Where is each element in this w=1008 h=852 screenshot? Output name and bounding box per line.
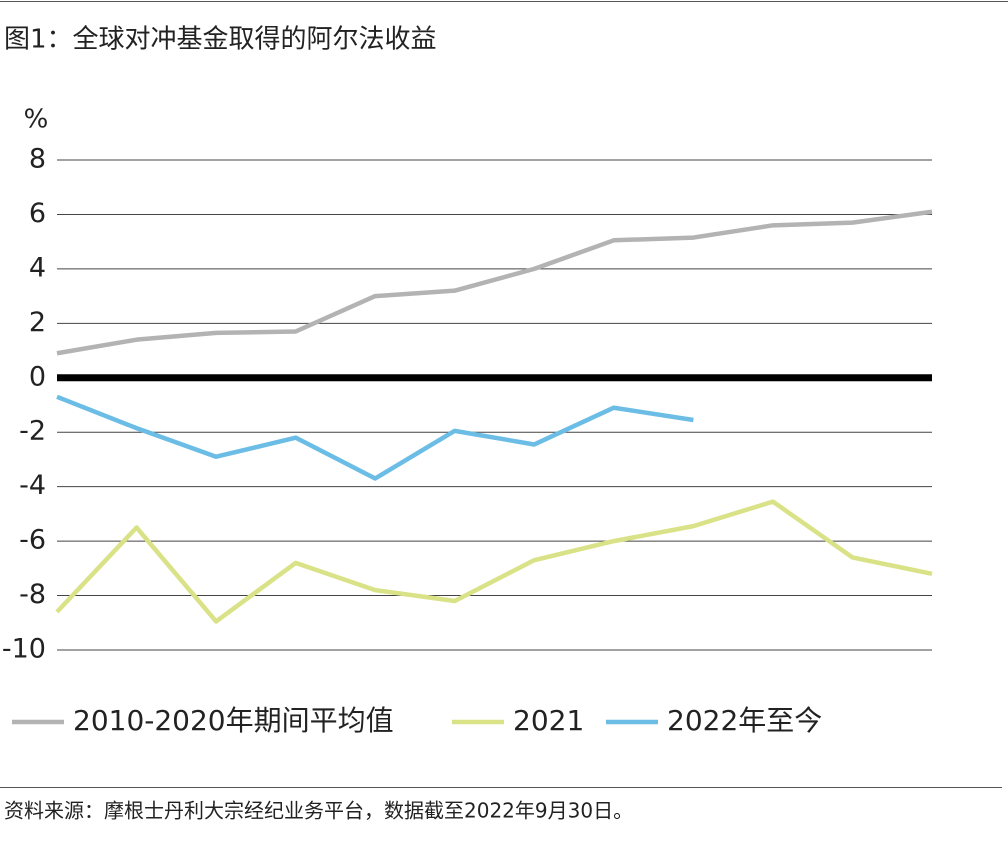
y-axis-unit: %: [24, 105, 49, 135]
y-tick-label: -10: [2, 634, 46, 665]
series-line: [55, 499, 933, 624]
y-tick-label: -4: [19, 470, 46, 501]
y-tick-label: -8: [19, 579, 46, 610]
source-note: 资料来源：摩根士丹利大宗经纪业务平台，数据截至2022年9月30日。: [4, 799, 633, 823]
y-tick-label: 2: [29, 307, 46, 338]
series-line: [56, 209, 933, 356]
y-tick-label: 6: [29, 198, 46, 229]
y-tick-label: -2: [19, 416, 46, 447]
y-tick-label: 8: [29, 144, 46, 175]
y-tick-label: 0: [29, 361, 46, 392]
legend-label: 2021: [513, 704, 584, 737]
y-tick-label: -6: [19, 525, 46, 556]
legend-label: 2010-2020年期间平均值: [73, 704, 394, 737]
legend-label: 2022年至今: [667, 704, 822, 737]
chart-title: 图1：全球对冲基金取得的阿尔法收益: [4, 25, 437, 55]
y-tick-label: 4: [29, 252, 46, 283]
series-line: [56, 394, 694, 481]
